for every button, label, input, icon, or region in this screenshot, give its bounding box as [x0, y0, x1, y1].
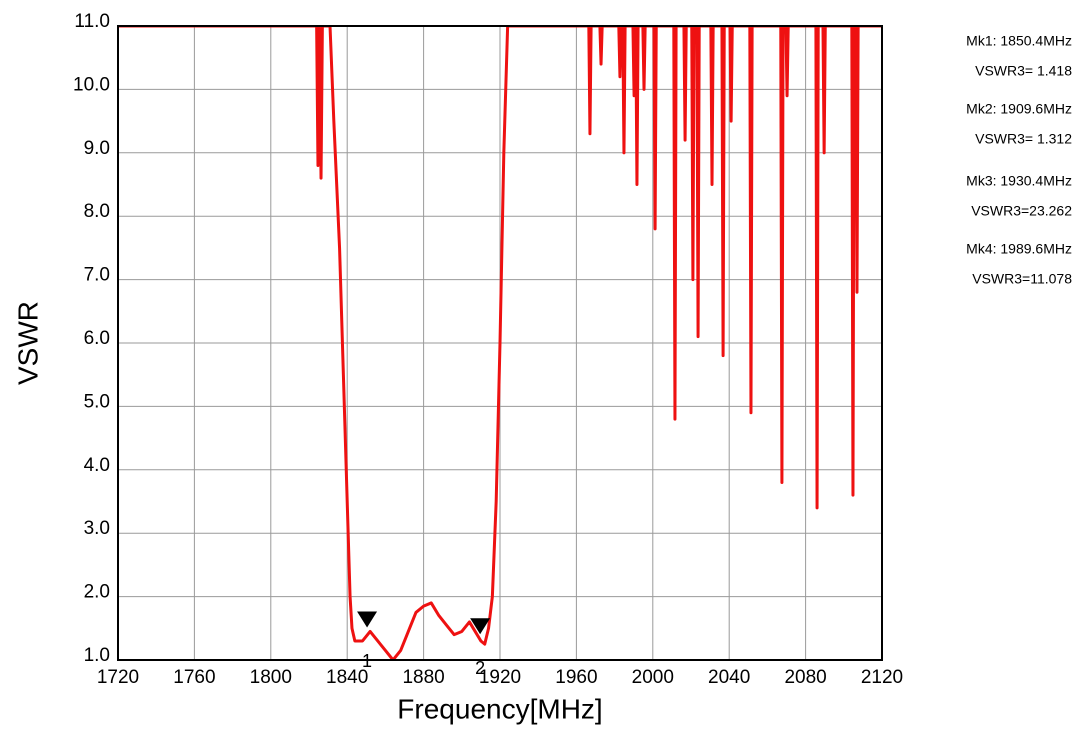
- marker-id: 1: [362, 651, 372, 671]
- marker-freq: Mk3: 1930.4MHz: [966, 173, 1072, 189]
- y-tick-label: 1.0: [84, 645, 110, 666]
- marker-triangle: [357, 611, 378, 628]
- x-tick-label: 1800: [250, 667, 292, 688]
- marker-vswr: VSWR3=23.262: [971, 203, 1072, 219]
- y-tick-label: 9.0: [84, 138, 110, 159]
- x-tick-label: 1840: [326, 667, 368, 688]
- x-tick-label: 1960: [555, 667, 597, 688]
- y-tick-label: 10.0: [73, 74, 110, 95]
- x-tick-label: 1720: [97, 667, 139, 688]
- plot-border: [117, 25, 883, 661]
- y-tick-label: 11.0: [74, 11, 110, 32]
- marker-triangle: [470, 618, 491, 635]
- y-tick-label: 5.0: [84, 391, 110, 412]
- y-tick-label: 8.0: [84, 201, 110, 222]
- x-tick-label: 1760: [173, 667, 215, 688]
- y-tick-label: 6.0: [84, 328, 110, 349]
- y-tick-label: 3.0: [84, 518, 110, 539]
- marker-freq: Mk4: 1989.6MHz: [966, 241, 1072, 257]
- marker-freq: Mk2: 1909.6MHz: [966, 101, 1072, 117]
- marker-vswr: VSWR3=11.078: [972, 271, 1072, 287]
- x-tick-label: 2080: [784, 667, 826, 688]
- y-tick-label: 2.0: [84, 582, 110, 603]
- y-tick-label: 4.0: [84, 455, 110, 476]
- x-tick-label: 2000: [632, 667, 674, 688]
- x-tick-label: 1920: [479, 667, 521, 688]
- marker-freq: Mk1: 1850.4MHz: [966, 33, 1072, 49]
- x-axis-label: Frequency[MHz]: [397, 693, 602, 724]
- marker-vswr: VSWR3= 1.418: [975, 63, 1072, 79]
- marker-vswr: VSWR3= 1.312: [975, 131, 1072, 147]
- marker-id: 2: [475, 658, 485, 678]
- y-axis-label: VSWR: [12, 301, 43, 385]
- x-tick-label: 2120: [861, 667, 903, 688]
- x-tick-label: 2040: [708, 667, 750, 688]
- y-tick-label: 7.0: [84, 265, 110, 286]
- x-tick-label: 1880: [402, 667, 444, 688]
- vswr-line: [118, 26, 882, 660]
